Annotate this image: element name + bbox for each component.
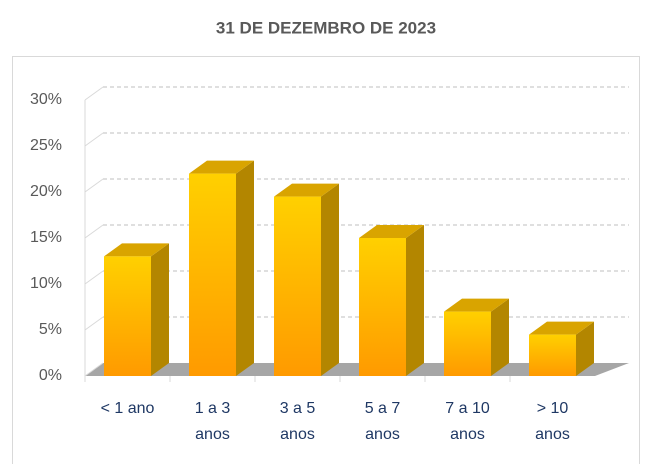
bar-side bbox=[236, 160, 254, 376]
bar-top bbox=[189, 160, 254, 174]
tick-connector bbox=[84, 132, 104, 147]
y-tick-label: 30% bbox=[30, 91, 62, 108]
x-tick-label: 7 a 10 anos bbox=[445, 400, 490, 443]
y-tick-label: 5% bbox=[39, 321, 62, 338]
x-tick-label: 3 a 5 anos bbox=[279, 400, 316, 443]
bar bbox=[189, 173, 236, 376]
bar bbox=[359, 238, 406, 376]
bar-top bbox=[359, 225, 424, 238]
x-tick-label: 5 a 7 anos bbox=[364, 400, 401, 443]
bar-side bbox=[151, 243, 169, 376]
bar bbox=[444, 311, 491, 376]
bar-side bbox=[491, 298, 509, 376]
x-tick-label: < 1 ano bbox=[100, 400, 155, 417]
y-tick-label: 0% bbox=[39, 367, 62, 384]
tick-connector bbox=[84, 224, 104, 239]
y-tick-label: 20% bbox=[30, 183, 62, 200]
y-tick-label: 25% bbox=[30, 137, 62, 154]
bar-side bbox=[321, 183, 339, 376]
y-tick-label: 15% bbox=[30, 229, 62, 246]
chart-title: 31 DE DEZEMBRO DE 2023 bbox=[216, 18, 436, 37]
tick-connector bbox=[84, 270, 104, 285]
tick-connector bbox=[84, 316, 104, 331]
bar-side bbox=[406, 225, 424, 376]
bar-top bbox=[274, 183, 339, 197]
x-tick-label: 1 a 3 anos bbox=[194, 400, 231, 443]
bar bbox=[274, 196, 321, 376]
tick-connector bbox=[84, 178, 104, 193]
x-tick-label: > 10 anos bbox=[535, 400, 570, 443]
bar bbox=[529, 334, 576, 376]
bar-top bbox=[444, 298, 509, 312]
tick-connector bbox=[84, 362, 104, 377]
bar bbox=[104, 256, 151, 376]
y-tick-label: 10% bbox=[30, 275, 62, 292]
bar-side bbox=[576, 321, 594, 376]
bar-top bbox=[529, 321, 594, 335]
bar-top bbox=[104, 243, 169, 257]
chart-border bbox=[12, 56, 640, 464]
tick-connector bbox=[84, 86, 104, 101]
